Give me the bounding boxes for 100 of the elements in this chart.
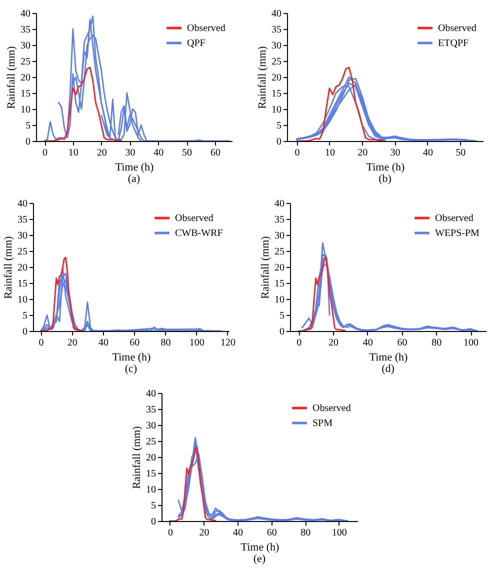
x-tick-label: 20 bbox=[67, 338, 78, 348]
y-tick-label: 0 bbox=[151, 516, 156, 528]
y-tick-label: 35 bbox=[146, 404, 156, 416]
x-tick-label: 50 bbox=[456, 148, 466, 158]
y-tick-label: 10 bbox=[146, 484, 156, 496]
y-tick-label: 30 bbox=[18, 230, 28, 242]
y-tick-label: 10 bbox=[20, 104, 30, 116]
y-tick-label: 30 bbox=[272, 40, 282, 52]
y-tick-label: 40 bbox=[274, 198, 284, 210]
y-tick-label: 35 bbox=[274, 214, 284, 226]
text: (a) bbox=[128, 173, 140, 185]
x-tick-label: 50 bbox=[182, 148, 192, 158]
x-axis-title: Time (h) bbox=[366, 162, 406, 174]
x-tick-label: 100 bbox=[332, 528, 347, 538]
x-axis-title: Time (h) bbox=[369, 352, 408, 364]
x-tick-label: 10 bbox=[68, 148, 78, 158]
y-tick-label: 15 bbox=[18, 278, 28, 290]
x-tick-label: 30 bbox=[125, 148, 136, 158]
y-axis-title: Rainfall (mm) bbox=[260, 236, 272, 299]
x-tick-label: 80 bbox=[300, 528, 311, 538]
x-tick-label: 0 bbox=[168, 528, 173, 538]
y-tick-label: 15 bbox=[20, 88, 30, 100]
legend-label: QPF bbox=[187, 38, 206, 49]
x-tick-label: 0 bbox=[38, 338, 44, 348]
y-tick-label: 35 bbox=[18, 214, 28, 226]
y-tick-label: 5 bbox=[276, 120, 282, 132]
y-tick-label: 40 bbox=[20, 8, 30, 20]
y-tick-label: 25 bbox=[146, 436, 156, 448]
legend-label: Observed bbox=[438, 23, 476, 34]
x-tick-label: 60 bbox=[397, 338, 408, 348]
x-tick-label: 40 bbox=[422, 148, 433, 158]
y-tick-label: 40 bbox=[272, 8, 282, 20]
y-axis-title: Rainfall (mm) bbox=[256, 46, 268, 109]
x-tick-label: 20 bbox=[358, 148, 368, 158]
y-tick-label: 5 bbox=[280, 310, 284, 322]
y-tick-label: 0 bbox=[26, 136, 30, 148]
x-tick-label: 40 bbox=[362, 338, 373, 348]
y-tick-label: 30 bbox=[20, 40, 30, 52]
legend-label: Observed bbox=[312, 403, 351, 414]
y-tick-label: 35 bbox=[20, 24, 30, 36]
y-tick-label: 25 bbox=[18, 246, 28, 258]
y-tick-label: 30 bbox=[274, 230, 284, 242]
y-tick-label: 0 bbox=[276, 136, 282, 148]
x-tick-label: 0 bbox=[42, 148, 48, 158]
x-axis-title: Time (h) bbox=[112, 352, 152, 364]
x-tick-label: 120 bbox=[220, 338, 236, 348]
y-tick-label: 25 bbox=[272, 56, 282, 68]
x-tick-label: 40 bbox=[233, 528, 244, 538]
x-tick-label: 60 bbox=[266, 528, 277, 538]
x-axis-title: Time (h) bbox=[240, 542, 280, 554]
y-tick-label: 5 bbox=[151, 500, 156, 512]
x-tick-label: 80 bbox=[432, 338, 442, 348]
text: (d) bbox=[382, 363, 395, 375]
x-tick-label: 60 bbox=[210, 148, 220, 158]
legend-label: SPM bbox=[312, 418, 333, 429]
y-tick-label: 40 bbox=[146, 388, 156, 400]
y-tick-label: 30 bbox=[146, 420, 156, 432]
text: (e) bbox=[253, 553, 266, 565]
text: (b) bbox=[378, 173, 392, 185]
legend-label: WEPS-PM bbox=[435, 228, 480, 239]
y-tick-label: 15 bbox=[274, 278, 284, 290]
y-axis-title: Rainfall (mm) bbox=[2, 236, 14, 299]
legend-label: CWB-WRF bbox=[175, 228, 224, 239]
x-tick-label: 0 bbox=[296, 338, 302, 348]
y-axis-title: Rainfall (mm) bbox=[6, 46, 18, 109]
y-tick-label: 10 bbox=[18, 294, 28, 306]
x-tick-label: 80 bbox=[160, 338, 171, 348]
y-tick-label: 10 bbox=[274, 294, 284, 306]
legend-label: Observed bbox=[435, 213, 474, 224]
legend-label: Observed bbox=[187, 23, 226, 34]
y-axis-title: Rainfall (mm) bbox=[131, 426, 143, 489]
legend-label: ETQPF bbox=[438, 38, 469, 49]
y-tick-label: 15 bbox=[272, 88, 282, 100]
y-tick-label: 0 bbox=[280, 326, 284, 338]
y-tick-label: 20 bbox=[272, 72, 282, 84]
text: (c) bbox=[124, 363, 138, 375]
x-tick-label: 40 bbox=[98, 338, 108, 348]
x-tick-label: 20 bbox=[199, 528, 210, 538]
y-tick-label: 10 bbox=[272, 104, 282, 116]
x-tick-label: 100 bbox=[464, 338, 479, 348]
y-tick-label: 0 bbox=[22, 326, 28, 338]
y-tick-label: 20 bbox=[18, 262, 28, 274]
y-tick-label: 20 bbox=[20, 72, 30, 84]
y-tick-label: 15 bbox=[146, 468, 156, 480]
x-tick-label: 20 bbox=[96, 148, 107, 158]
y-tick-label: 25 bbox=[274, 246, 284, 258]
y-tick-label: 5 bbox=[26, 120, 30, 132]
y-tick-label: 40 bbox=[18, 198, 28, 210]
x-tick-label: 10 bbox=[324, 148, 335, 158]
y-tick-label: 20 bbox=[146, 452, 156, 464]
y-tick-label: 35 bbox=[272, 24, 282, 36]
x-tick-label: 20 bbox=[328, 338, 338, 348]
legend-label: Observed bbox=[175, 213, 214, 224]
x-tick-label: 30 bbox=[390, 148, 400, 158]
x-tick-label: 100 bbox=[189, 338, 204, 348]
x-tick-label: 60 bbox=[130, 338, 140, 348]
x-tick-label: 0 bbox=[294, 148, 300, 158]
y-tick-label: 5 bbox=[22, 310, 28, 322]
y-tick-label: 25 bbox=[20, 56, 30, 68]
y-tick-label: 20 bbox=[274, 262, 284, 274]
